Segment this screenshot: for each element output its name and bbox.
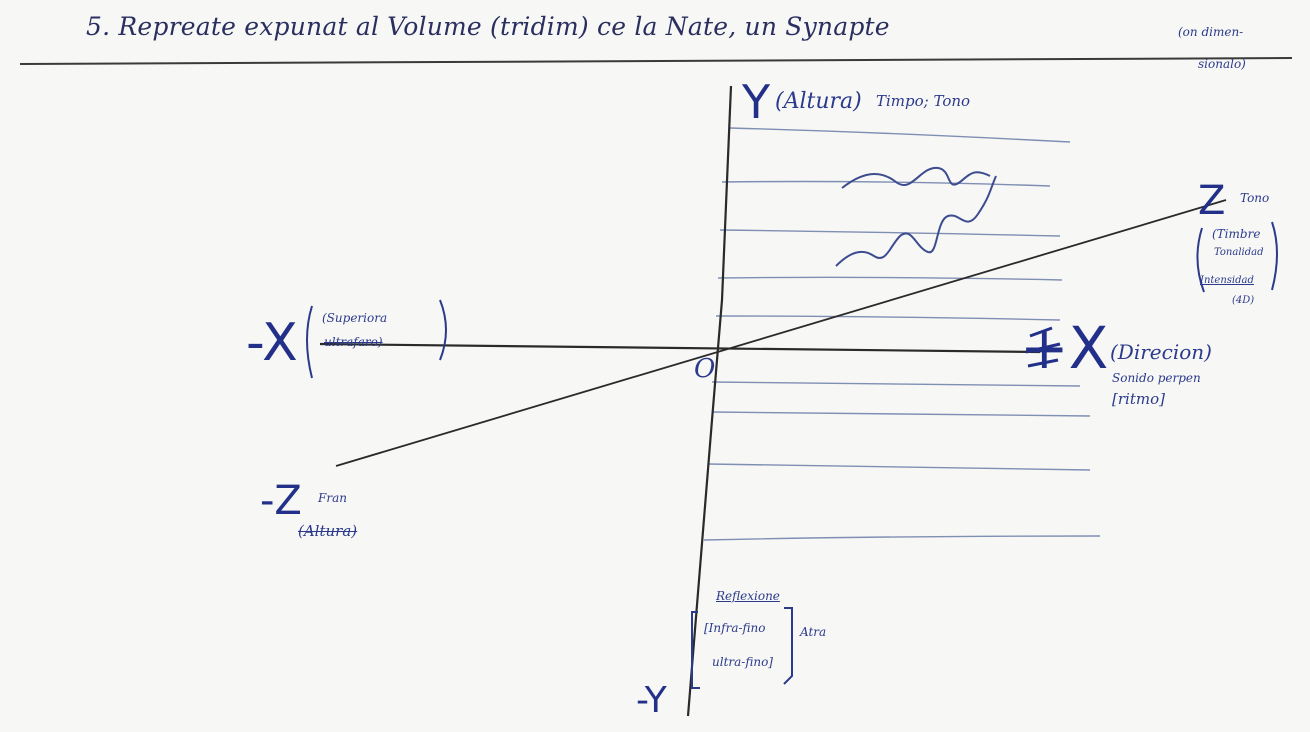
y-neg-bracket-right bbox=[783, 607, 793, 685]
x-neg-line2: ultrafaro) bbox=[324, 335, 383, 349]
x-neg-line1: (Superiora bbox=[322, 311, 388, 325]
title-continuation: (on dimen- bbox=[1178, 25, 1244, 39]
wave-lines bbox=[835, 166, 997, 267]
z-axis-line bbox=[335, 199, 1227, 467]
y-axis-line bbox=[686, 85, 733, 717]
y-neg-bracket-left bbox=[691, 611, 700, 689]
y-pos-extra: Timpo; Tono bbox=[876, 92, 971, 110]
y-neg-line1: Reflexione bbox=[716, 589, 780, 603]
y-pos-symbol: Y bbox=[742, 75, 771, 129]
x-pos-line3: [ritmo] bbox=[1112, 390, 1165, 408]
title-continuation-2: sionalo) bbox=[1198, 57, 1246, 71]
x-pos-scribble bbox=[1025, 326, 1061, 368]
page-title: 5. Repreate expunat al Volume (tridim) c… bbox=[86, 12, 890, 41]
x-pos-symbol: +X bbox=[1020, 314, 1109, 382]
z-pos-bracket-right bbox=[1271, 221, 1278, 291]
z-neg-line1: (Altura) bbox=[298, 522, 358, 540]
x-neg-bracket-right bbox=[439, 299, 447, 361]
y-neg-extra: Atra bbox=[800, 625, 827, 639]
z-pos-line4: (4D) bbox=[1232, 295, 1255, 306]
z-pos-line2: Tonalidad bbox=[1214, 247, 1264, 258]
staff-lines-lower bbox=[703, 381, 1101, 541]
z-pos-symbol: Z bbox=[1198, 178, 1226, 224]
x-neg-bracket-left bbox=[306, 305, 313, 379]
y-neg-symbol: -Y bbox=[636, 680, 667, 721]
x-pos-line2: Sonido perpen bbox=[1112, 371, 1201, 385]
x-pos-line1: (Direcion) bbox=[1110, 340, 1212, 364]
staff-lines-upper bbox=[715, 127, 1071, 321]
y-pos-label: (Altura) bbox=[775, 89, 862, 114]
y-neg-line2: [Infra-fino bbox=[704, 621, 766, 635]
y-neg-line3: ultra-fino] bbox=[712, 655, 773, 669]
x-neg-symbol: -X bbox=[246, 313, 298, 373]
z-pos-line3: Intensidad bbox=[1200, 275, 1254, 286]
z-neg-extra: Fran bbox=[318, 491, 347, 505]
z-pos-extra: Tono bbox=[1240, 191, 1270, 205]
z-pos-bracket-left bbox=[1196, 227, 1205, 293]
z-neg-symbol: -Z bbox=[260, 478, 302, 524]
z-pos-line1: (Timbre bbox=[1212, 227, 1261, 241]
origin-label: O bbox=[694, 354, 716, 384]
x-axis-line bbox=[319, 342, 1041, 354]
title-underline bbox=[19, 57, 1293, 65]
